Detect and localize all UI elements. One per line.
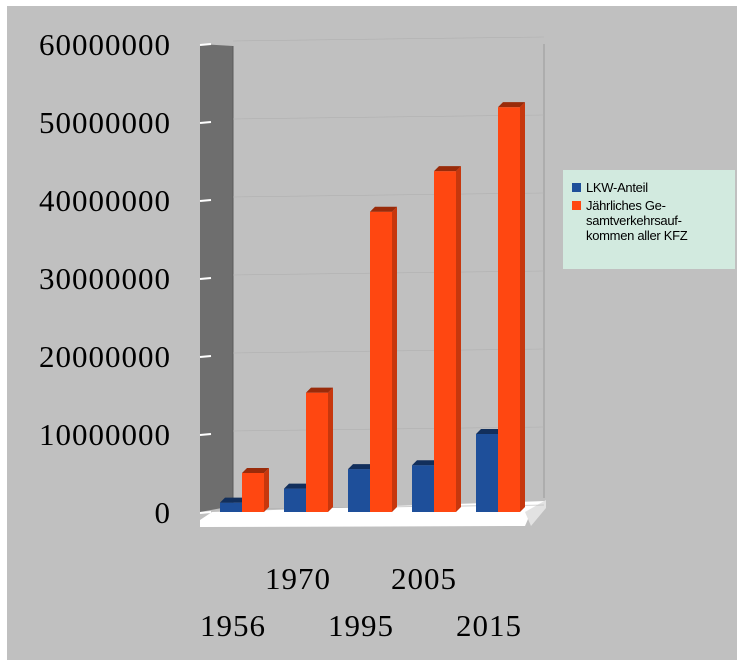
bar-top [476,429,503,434]
bar-top [220,497,247,503]
legend-label-lkw: LKW-Anteil [586,180,648,195]
bars [220,102,525,513]
bar-top [434,166,461,172]
bar-side [392,206,397,512]
y-gridline-tick [199,355,212,358]
y-tick-label: 0 [155,495,172,530]
bar-front [370,211,392,512]
x-tick-label: 2005 [391,561,457,596]
y-tick-label: 30000000 [39,261,171,296]
y-tick-label: 40000000 [39,183,171,218]
floor-right-edge [525,500,546,526]
bar-top [370,206,397,212]
bar-top [284,483,311,489]
bar-gesamt-2005 [434,166,461,512]
legend-swatch-lkw [572,183,581,192]
bar-front [284,488,306,512]
x-axis-tick-labels: 1970 2005 1956 1995 2015 [200,561,522,643]
y-tick-label: 50000000 [39,105,171,140]
y-gridline-tick [199,121,212,124]
bar-gesamt-1995 [370,206,397,512]
y-gridline [232,114,545,120]
legend: LKW-Anteil Jährliches Ge-samtverkehrsauf… [563,170,735,269]
bar-front [412,465,434,512]
x-tick-label: 1995 [328,608,394,643]
bar-front [348,469,370,512]
y-gridline-tick [199,511,212,514]
x-tick-label: 2015 [456,608,522,643]
bar-top [348,464,375,470]
left-wall [200,44,233,512]
x-tick-label: 1970 [265,561,331,596]
legend-label-gesamt: Jährliches Ge-samtverkehrsauf-kommen all… [586,198,688,243]
bar-side [264,468,269,512]
bar-gesamt-1970 [306,387,333,512]
y-tick-label: 60000000 [39,27,171,62]
x-tick-label: 1956 [200,608,266,643]
bar-top [498,102,525,108]
bar-side [456,166,461,512]
y-gridline-tick [199,433,212,436]
bar-gesamt-1956 [242,468,269,512]
y-gridline [232,36,545,42]
y-gridline-tick [199,43,212,46]
bar-front [220,502,242,512]
bar-front [498,107,520,513]
y-tick-label: 20000000 [39,339,171,374]
bar-side [520,102,525,513]
y-axis-tick-labels: 0 10000000 20000000 30000000 40000000 5000000… [39,27,172,530]
bar-gesamt-2015 [498,102,525,513]
y-tick-label: 10000000 [39,417,171,452]
bar-top [242,468,269,473]
y-gridline-tick [199,277,212,280]
bar-front [306,392,328,512]
bar-top [306,387,333,393]
bar-front [434,171,456,512]
bar-top [412,460,439,466]
legend-entry-gesamt: Jährliches Ge-samtverkehrsauf-kommen all… [572,198,731,243]
bar-front [476,434,498,512]
y-gridline-tick [199,199,212,202]
bar-side [328,387,333,512]
bar-front [242,473,264,512]
legend-swatch-gesamt [572,201,581,210]
y-gridline [232,192,545,198]
legend-entry-lkw: LKW-Anteil [572,180,731,195]
